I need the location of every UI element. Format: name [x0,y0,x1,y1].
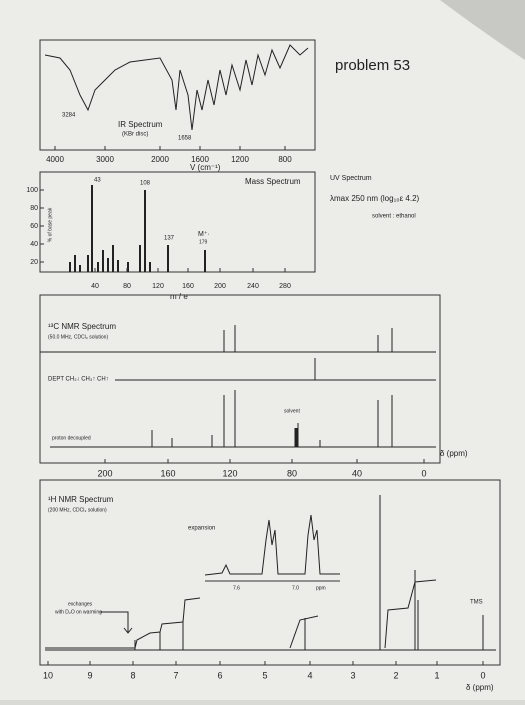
uv-solvent: solvent : ethanol [372,214,416,220]
axis-label: 280 [279,283,291,290]
axis-label: 120 [222,468,237,478]
mass-frame [39,171,316,273]
y-tick-label: 20 [30,259,38,266]
mass-peak-label: 108 [140,181,151,187]
ir-peak: 1658 [178,136,192,142]
expansion-tick: 7.6 [233,585,240,591]
expansion-spectrum [204,514,340,576]
axis-label: 0 [480,670,485,680]
axis-label: 10 [43,670,53,680]
ir-note: (KBr disc) [122,132,148,138]
ir-peak: 3284 [62,113,76,119]
c13-spectrum [40,325,436,353]
axis-label: 200 [214,283,226,290]
mass-y-label: % of base peak [47,207,53,242]
uv-lambda: λmax 250 nm (log₁₀ε 4.2) [330,194,420,203]
expansion-tick: 7.0 [292,585,299,591]
axis-label: 1200 [231,155,249,164]
axis-label: 2000 [151,155,169,164]
axis-label: 7 [173,670,178,680]
c13-solvent: solvent [284,408,300,414]
h1-expansion: expansion [188,526,215,532]
y-tick-label: 40 [30,241,38,248]
axis-label: 3 [350,670,355,680]
axis-label: 2 [393,670,398,680]
mass-peak-label: 43 [94,178,101,184]
axis-label: 200 [97,468,112,478]
exchange-arrow [100,611,133,634]
axis-label: 1600 [191,155,209,164]
h1-exchange: with D₂O on warming [55,609,102,615]
axis-label: 40 [91,283,99,290]
expansion-tick: ppm [316,585,326,591]
c13-axis-label: δ (ppm) [440,449,468,458]
h1-title: ¹H NMR Spectrum [48,495,114,504]
mass-title: Mass Spectrum [245,177,301,186]
c13-decoupled: proton decoupled [52,435,91,441]
axis-label: 9 [87,670,92,680]
axis-label: 1 [434,670,439,680]
uv-title: UV Spectrum [330,175,372,182]
problem-title: problem 53 [335,57,410,74]
mass-peak-label: M⁺· [198,231,210,238]
axis-label: 240 [247,283,259,290]
ir-title: IR Spectrum [118,120,163,129]
h1-axis-label: δ (ppm) [466,683,494,692]
axis-label: 160 [182,283,194,290]
y-tick-label: 80 [30,205,38,212]
h1-conditions: (200 MHz, CDCl₃ solution) [48,507,107,513]
c13-title: ¹³C NMR Spectrum [48,322,116,331]
axis-label: 4 [307,670,312,680]
axis-label: 3000 [96,155,114,164]
c13-conditions: (50.0 MHz, CDCl₃ solution) [48,334,108,340]
c13-dept: DEPT CH₂↓ CH₃↑ CH↑ [48,377,109,383]
axis-label: 160 [160,468,175,478]
axis-label: 80 [123,283,131,290]
mass-peak-label: 137 [164,236,175,242]
h1-exchange: exchanges [68,601,93,607]
ir-spectrum [44,44,309,131]
axis-label: 4000 [46,155,64,164]
axis-label: 40 [352,468,362,478]
decoupled-spectrum [50,390,436,448]
axis-label: 120 [152,283,164,290]
shadow [440,0,525,60]
axis-label: 5 [262,670,267,680]
axis-label: 8 [130,670,135,680]
axis-label: 0 [421,468,426,478]
axis-label: 80 [287,468,297,478]
mass-peak-label: 179 [199,239,208,245]
dept-spectrum [115,358,436,381]
y-tick-label: 100 [26,187,38,194]
mass-peaks [69,185,206,272]
y-tick-label: 60 [30,223,38,230]
h1-spectrum [45,495,496,651]
mass-axis-label: m / e [170,292,188,301]
h1-tms: TMS [470,600,483,606]
axis-label: 6 [217,670,222,680]
axis-label: 800 [278,155,292,164]
ir-axis-label: V (cm⁻¹) [190,163,221,172]
